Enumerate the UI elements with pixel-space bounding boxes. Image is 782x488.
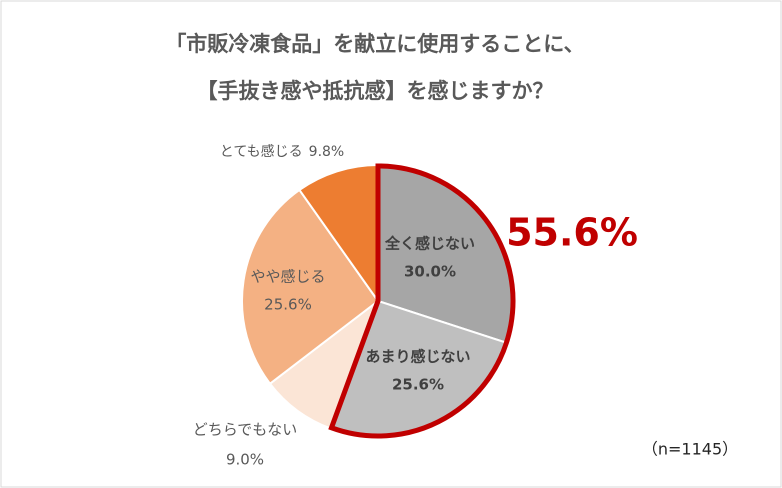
slice-label: 全く感じない — [384, 235, 475, 253]
slice-label: やや感じる — [250, 268, 325, 286]
value-label: 30.0% — [404, 263, 456, 281]
slice-label-group: とても感じる 9.8% — [220, 143, 344, 160]
value-label: 25.6% — [264, 296, 312, 314]
value-label: 9.8% — [309, 144, 345, 160]
value-label: 25.6% — [392, 376, 444, 394]
chart-title: 【手抜き感や抵抗感】を感じますか？ — [197, 79, 554, 103]
pie-slice — [241, 188, 380, 386]
annotation: 55.6% — [506, 211, 638, 255]
highlight-outline — [328, 163, 516, 439]
value-label: 9.0% — [226, 451, 264, 469]
chart-title: 「市販冷凍食品」を献立に使用することに、 — [165, 32, 584, 56]
note: （n=1145） — [642, 440, 738, 459]
slice-label: どちらでもない — [193, 421, 298, 439]
slice-label: あまり感じない — [365, 348, 470, 366]
slice-label: とても感じる — [220, 143, 303, 160]
